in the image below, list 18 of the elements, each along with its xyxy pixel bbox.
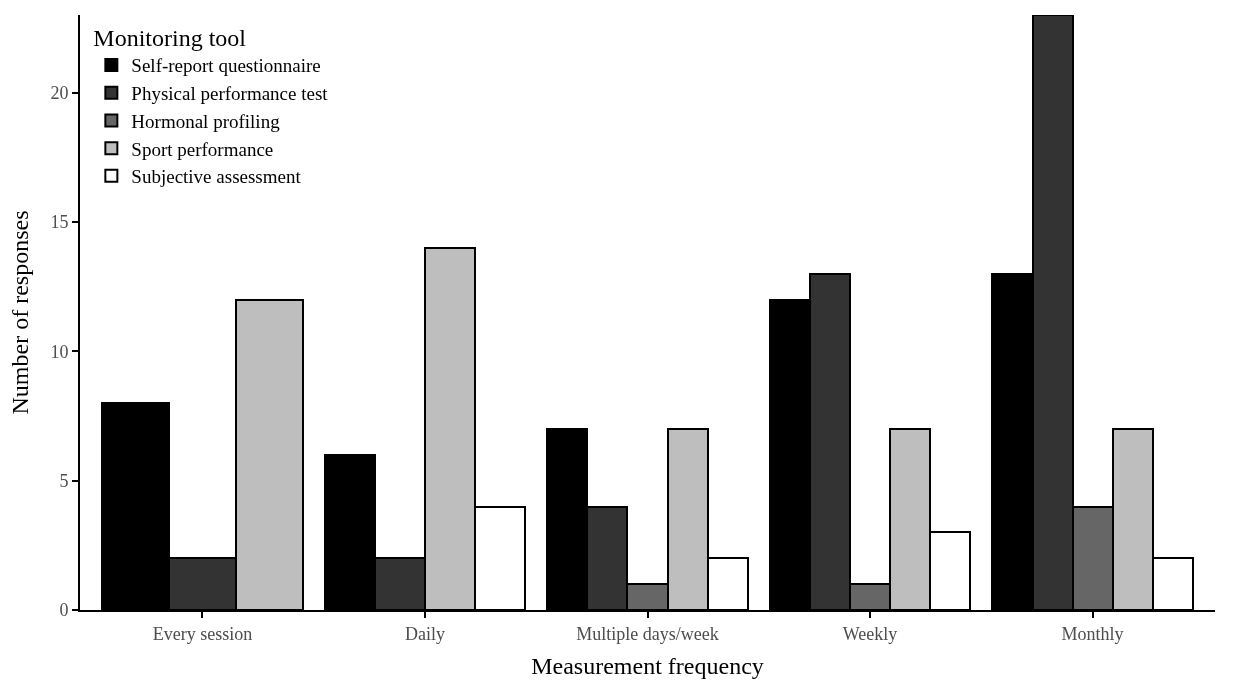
legend-label: Hormonal profiling — [131, 110, 281, 132]
y-tick-label: 10 — [50, 341, 69, 362]
y-tick-label: 5 — [59, 470, 69, 491]
y-tick-label: 15 — [50, 212, 69, 233]
x-tick-label: Weekly — [842, 623, 898, 644]
legend-label: Physical performance test — [131, 83, 329, 105]
legend-label: Self-report questionnaire — [131, 55, 321, 77]
x-tick-label: Multiple days/week — [576, 623, 719, 644]
y-tick-label: 0 — [59, 600, 69, 621]
legend-label: Sport performance — [131, 138, 274, 160]
y-axis-title: Number of responses — [7, 210, 33, 415]
x-axis-title: Measurement frequency — [531, 653, 764, 680]
y-tick-label: 20 — [50, 82, 69, 103]
x-tick-label: Monthly — [1061, 623, 1124, 644]
legend-label: Subjective assessment — [131, 166, 302, 188]
x-tick-label: Daily — [404, 623, 445, 644]
legend-title: Monitoring tool — [93, 25, 247, 52]
x-tick-label: Every session — [152, 623, 253, 644]
